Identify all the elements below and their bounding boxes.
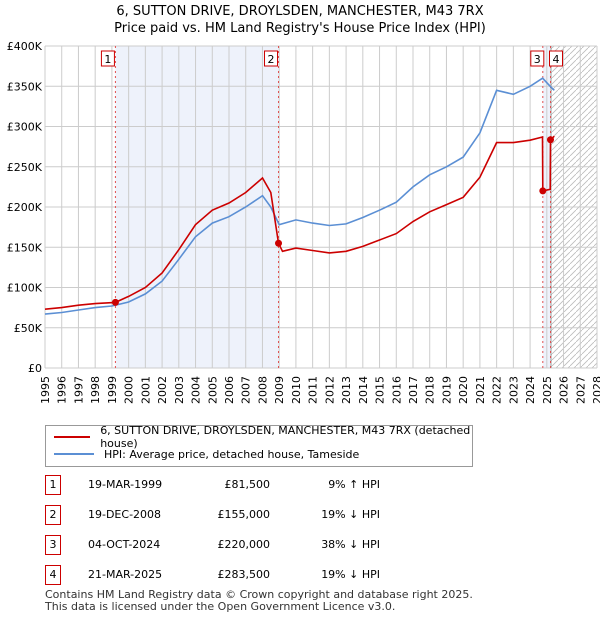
hpi-line	[44, 77, 555, 315]
property-price-line	[44, 135, 555, 310]
y-tick-label: £150K	[7, 241, 43, 254]
legend-label: HPI: Average price, detached house, Tame…	[104, 447, 360, 461]
sale-point	[275, 239, 283, 247]
footer-line: This data is licensed under the Open Gov…	[45, 600, 396, 613]
sale-price: £220,000	[217, 538, 271, 551]
sale-date: 04-OCT-2024	[88, 538, 161, 551]
x-tick-label: 2011	[307, 376, 320, 404]
sale-hpi-diff: 38% ↓ HPI	[321, 538, 380, 551]
x-tick-label: 2026	[558, 376, 571, 404]
sale-date: 21-MAR-2025	[88, 568, 163, 581]
x-tick-label: 1999	[106, 376, 119, 404]
sales-row: 3 04-OCT-2024 £220,000 38% ↓ HPI	[45, 535, 505, 555]
x-tick-label: 2024	[524, 376, 537, 404]
sale-marker-badge: 3	[45, 535, 61, 555]
sale-label: 3	[534, 53, 541, 66]
y-tick-label: £0	[28, 362, 42, 375]
x-tick-label: 1995	[39, 376, 52, 404]
sale-marker-badge: 2	[45, 505, 61, 525]
sale-label: 4	[552, 53, 559, 66]
sale-point	[111, 298, 119, 306]
sales-row: 2 19-DEC-2008 £155,000 19% ↓ HPI	[45, 505, 505, 525]
legend-item-property: 6, SUTTON DRIVE, DROYLSDEN, MANCHESTER, …	[54, 424, 472, 450]
sale-point	[539, 187, 547, 195]
chart-subtitle: Price paid vs. HM Land Registry's House …	[114, 21, 486, 36]
x-tick-label: 2004	[190, 376, 203, 404]
legend-label: 6, SUTTON DRIVE, DROYLSDEN, MANCHESTER, …	[100, 424, 471, 450]
x-tick-label: 2008	[256, 376, 269, 404]
x-tick-label: 2015	[374, 376, 387, 404]
sale-marker-badge: 4	[45, 565, 61, 585]
y-tick-label: £100K	[7, 282, 43, 295]
sale-price: £283,500	[217, 568, 271, 581]
x-tick-label: 2002	[156, 376, 169, 404]
y-tick-label: £300K	[7, 121, 43, 134]
sale-hpi-diff: 9% ↑ HPI	[328, 478, 380, 491]
y-tick-label: £200K	[7, 201, 43, 214]
y-tick-label: £400K	[7, 40, 43, 53]
x-tick-label: 2000	[123, 376, 136, 404]
sale-price: £155,000	[217, 508, 271, 521]
x-tick-label: 2027	[574, 376, 587, 404]
x-tick-label: 1996	[56, 376, 69, 404]
sales-row: 1 19-MAR-1999 £81,500 9% ↑ HPI	[45, 475, 505, 495]
legend-item-hpi: HPI: Average price, detached house, Tame…	[54, 446, 359, 462]
x-tick-label: 2019	[440, 376, 453, 404]
x-tick-label: 2007	[240, 376, 253, 404]
x-tick-label: 2006	[223, 376, 236, 404]
x-tick-label: 2014	[357, 376, 370, 404]
x-tick-label: 2005	[206, 376, 219, 404]
x-tick-label: 2021	[474, 376, 487, 404]
plot-area: 1995 1996 1997 1998 1999 2000 2001 2002 2003 2004…	[7, 40, 600, 404]
sale-label-box	[100, 50, 115, 67]
y-tick-label: £50K	[14, 322, 43, 335]
sale-hpi-diff: 19% ↓ HPI	[321, 508, 380, 521]
legend: 6, SUTTON DRIVE, DROYLSDEN, MANCHESTER, …	[45, 424, 473, 467]
x-tick-label: 2022	[491, 376, 504, 404]
chart-title: 6, SUTTON DRIVE, DROYLSDEN, MANCHESTER, …	[116, 4, 484, 19]
x-tick-label: 1998	[89, 376, 102, 404]
x-tick-label: 2017	[407, 376, 420, 404]
footer-line: Contains HM Land Registry data © Crown c…	[45, 588, 473, 601]
x-tick-label: 2018	[424, 376, 437, 404]
x-tick-label: 2012	[323, 376, 336, 404]
sale-price: £81,500	[224, 478, 271, 491]
x-tick-label: 2020	[457, 376, 470, 404]
x-tick-label: 2010	[290, 376, 303, 404]
sale-label-box	[264, 50, 279, 67]
sale-label-box	[530, 50, 545, 67]
x-tick-label: 2016	[390, 376, 403, 404]
footer: Contains HM Land Registry data © Crown c…	[45, 589, 473, 613]
x-tick-label: 2001	[139, 376, 152, 404]
legend-swatch-blue	[54, 453, 94, 455]
x-tick-label: 2009	[273, 376, 286, 404]
y-tick-label: £350K	[7, 80, 43, 93]
legend-swatch-red	[54, 436, 91, 438]
y-tick-label: £250K	[7, 161, 43, 174]
sales-row: 4 21-MAR-2025 £283,500 19% ↓ HPI	[45, 565, 505, 585]
sale-label: 1	[104, 53, 111, 66]
sale-label-box	[548, 50, 563, 67]
x-tick-label: 2023	[507, 376, 520, 404]
sale-label: 2	[268, 53, 275, 66]
sale-date: 19-DEC-2008	[88, 508, 162, 521]
x-tick-label: 2028	[591, 376, 600, 404]
sale-hpi-diff: 19% ↓ HPI	[321, 568, 380, 581]
x-tick-label: 1997	[72, 376, 85, 404]
sale-date: 19-MAR-1999	[88, 478, 163, 491]
x-tick-label: 2003	[173, 376, 186, 404]
sale-point	[546, 136, 554, 144]
x-tick-label: 2025	[541, 376, 554, 404]
sale-marker-badge: 1	[45, 475, 61, 495]
x-tick-label: 2013	[340, 376, 353, 404]
